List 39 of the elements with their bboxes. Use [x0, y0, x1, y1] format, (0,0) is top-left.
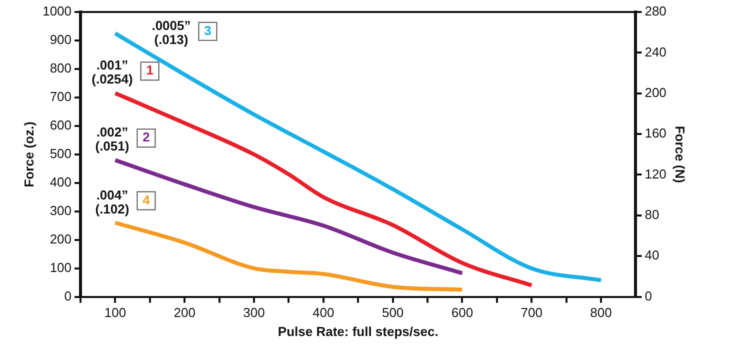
y-tick-label: 1000	[42, 4, 72, 19]
y2-tick-label: 0	[644, 288, 652, 304]
series-label: 2	[142, 130, 150, 145]
y-tick-label: 600	[50, 118, 72, 132]
x-tick-label: 500	[382, 305, 404, 320]
y-tick-label: 500	[50, 146, 72, 161]
x-tick-label: 200	[174, 305, 196, 320]
x-tick-label: 100	[104, 305, 126, 320]
y-tick-label: 100	[50, 260, 72, 275]
y-tick-label: 0	[64, 288, 72, 304]
y2-axis-title: Force (N)	[672, 126, 688, 183]
y-tick-label: 800	[50, 60, 72, 76]
x-tick-label: 300	[243, 305, 265, 320]
y-tick-label: 300	[50, 202, 72, 218]
y2-tick-label: 160	[644, 126, 666, 141]
y2-tick-label: 80	[644, 207, 660, 222]
y-tick-label: 200	[50, 231, 72, 246]
annotation: .001” (.0254)	[92, 58, 133, 87]
annotation: .004” (.102)	[95, 187, 130, 216]
y-axis-title: Force (oz.)	[21, 122, 36, 188]
text: 1	[146, 62, 154, 78]
y2-tick-label: 200	[644, 84, 666, 100]
y-tick-label: 900	[50, 32, 72, 48]
x-tick-label: 800	[590, 305, 612, 320]
annotation: .002” (.051)	[95, 124, 130, 154]
text: 3	[204, 22, 212, 38]
line-series	[113, 220, 464, 292]
x-axis-title: Pulse Rate: full steps/sec.	[278, 324, 438, 339]
y2-tick-label: 120	[644, 166, 666, 182]
y2-tick-label: 240	[644, 44, 666, 60]
series-label: 4	[142, 192, 151, 208]
x-tick-label: 600	[451, 305, 474, 320]
x-tick-label: 700	[520, 305, 542, 320]
y2-tick-label: 40	[644, 248, 660, 263]
annotation: .0005” (.013)	[152, 18, 191, 47]
y-tick-label: 400	[50, 174, 72, 190]
y2-tick-label: 280	[644, 4, 666, 19]
y-tick-label: 700	[50, 89, 72, 104]
x-tick-label: 400	[312, 305, 334, 320]
